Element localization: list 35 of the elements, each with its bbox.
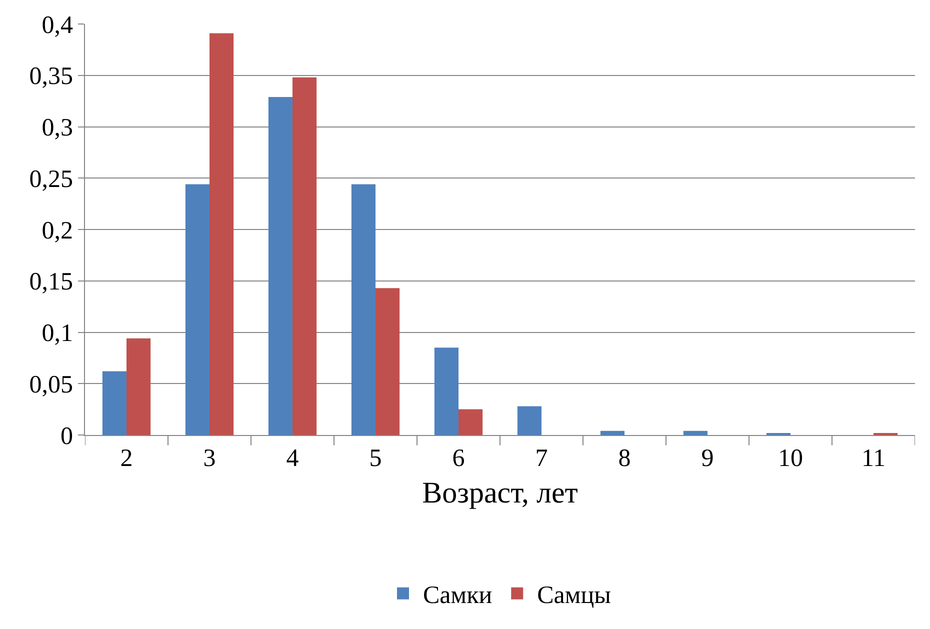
x-tick-label: 5 (369, 445, 382, 472)
bar (458, 409, 483, 435)
x-axis-title: Возраст, лет (422, 476, 578, 510)
bar (376, 288, 400, 435)
bar (210, 33, 234, 435)
bar (126, 338, 151, 435)
bar (600, 430, 624, 435)
legend-label: Самцы (537, 582, 612, 610)
bar (351, 184, 376, 435)
bar (434, 348, 458, 435)
y-tick-label: 0,15 (29, 268, 73, 296)
x-tick-label: 8 (618, 445, 631, 472)
x-tick-label: 3 (203, 445, 216, 472)
bar (102, 371, 126, 435)
y-tick-label: 0 (60, 422, 73, 450)
y-tick-label: 0,25 (29, 166, 73, 193)
y-tick-label: 0,05 (29, 371, 73, 398)
legend-label: Самки (423, 582, 492, 610)
y-tick-label: 0,35 (29, 63, 73, 90)
y-tick-label: 0,3 (42, 114, 73, 142)
y-tick-label: 0,1 (42, 320, 73, 347)
y-tick-label: 0,4 (42, 12, 74, 39)
bar (517, 406, 542, 435)
x-tick-label: 4 (286, 445, 300, 472)
bar (292, 77, 317, 435)
x-tick-label: 10 (778, 445, 803, 472)
x-tick-label: 11 (861, 445, 886, 472)
x-tick-label: 7 (535, 445, 548, 472)
bar (185, 184, 210, 435)
x-tick-label: 6 (452, 445, 465, 472)
bar (268, 96, 292, 435)
x-tick-label: 9 (701, 445, 714, 472)
x-tick-label: 2 (120, 445, 133, 472)
bar (683, 430, 708, 435)
y-tick-label: 0,2 (42, 217, 73, 244)
